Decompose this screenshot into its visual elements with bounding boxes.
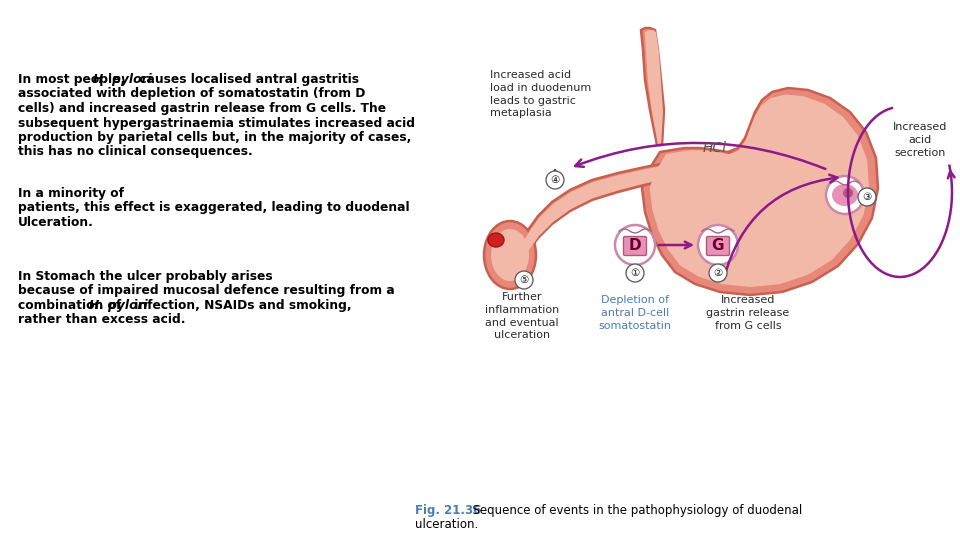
Text: causes localised antral gastritis: causes localised antral gastritis: [134, 73, 358, 86]
Text: subsequent hypergastrinaemia stimulates increased acid: subsequent hypergastrinaemia stimulates …: [18, 117, 415, 130]
Ellipse shape: [484, 221, 536, 289]
Text: In a minority of: In a minority of: [18, 186, 124, 199]
Text: In most people,: In most people,: [18, 73, 130, 86]
Text: combination of: combination of: [18, 299, 126, 312]
Text: cells) and increased gastrin release from G cells. The: cells) and increased gastrin release fro…: [18, 102, 386, 115]
Text: ②: ②: [713, 268, 723, 278]
Text: patients, this effect is exaggerated, leading to duodenal: patients, this effect is exaggerated, le…: [18, 201, 410, 214]
Ellipse shape: [491, 229, 529, 281]
Polygon shape: [520, 150, 755, 266]
Text: ①: ①: [631, 268, 639, 278]
Polygon shape: [521, 152, 756, 264]
Polygon shape: [641, 28, 664, 145]
Text: H. pylori: H. pylori: [88, 299, 148, 312]
Text: Fig. 21.36: Fig. 21.36: [415, 504, 481, 517]
Text: H. pylori: H. pylori: [93, 73, 152, 86]
Circle shape: [826, 176, 864, 214]
Text: associated with depletion of somatostatin (from D: associated with depletion of somatostati…: [18, 87, 366, 100]
Text: G: G: [711, 239, 724, 253]
FancyBboxPatch shape: [623, 237, 646, 255]
Text: Further
inflammation
and eventual
ulceration: Further inflammation and eventual ulcera…: [485, 292, 559, 340]
Text: this has no clinical consequences.: this has no clinical consequences.: [18, 145, 252, 159]
Circle shape: [858, 188, 876, 206]
Text: production by parietal cells but, in the majority of cases,: production by parietal cells but, in the…: [18, 131, 412, 144]
Text: ④: ④: [550, 175, 560, 185]
Polygon shape: [645, 30, 663, 145]
Text: D: D: [629, 239, 641, 253]
Text: Depletion of
antral D-cell
somatostatin: Depletion of antral D-cell somatostatin: [598, 295, 671, 330]
Circle shape: [698, 225, 738, 265]
Text: rather than excess acid.: rather than excess acid.: [18, 313, 185, 326]
FancyBboxPatch shape: [707, 237, 730, 255]
Text: ⑤: ⑤: [519, 275, 529, 285]
Text: HCl: HCl: [703, 141, 727, 155]
Circle shape: [546, 171, 564, 189]
Text: Ulceration.: Ulceration.: [18, 215, 94, 228]
Polygon shape: [650, 94, 869, 287]
Circle shape: [615, 225, 655, 265]
Text: ③: ③: [862, 192, 872, 202]
Text: In Stomach the ulcer probably arises: In Stomach the ulcer probably arises: [18, 270, 273, 283]
Circle shape: [843, 188, 853, 198]
Circle shape: [515, 271, 533, 289]
Text: Increased
gastrin release
from G cells: Increased gastrin release from G cells: [707, 295, 790, 330]
Ellipse shape: [488, 233, 504, 247]
Circle shape: [709, 264, 727, 282]
Ellipse shape: [832, 184, 858, 206]
Text: infection, NSAIDs and smoking,: infection, NSAIDs and smoking,: [130, 299, 351, 312]
Circle shape: [626, 264, 644, 282]
Text: Increased acid
load in duodenum
leads to gastric
metaplasia: Increased acid load in duodenum leads to…: [490, 70, 591, 118]
Polygon shape: [642, 88, 878, 295]
Text: Sequence of events in the pathophysiology of duodenal: Sequence of events in the pathophysiolog…: [465, 504, 803, 517]
Text: Increased
acid
secretion: Increased acid secretion: [893, 122, 948, 158]
Text: ulceration.: ulceration.: [415, 518, 478, 531]
Text: because of impaired mucosal defence resulting from a: because of impaired mucosal defence resu…: [18, 284, 395, 297]
